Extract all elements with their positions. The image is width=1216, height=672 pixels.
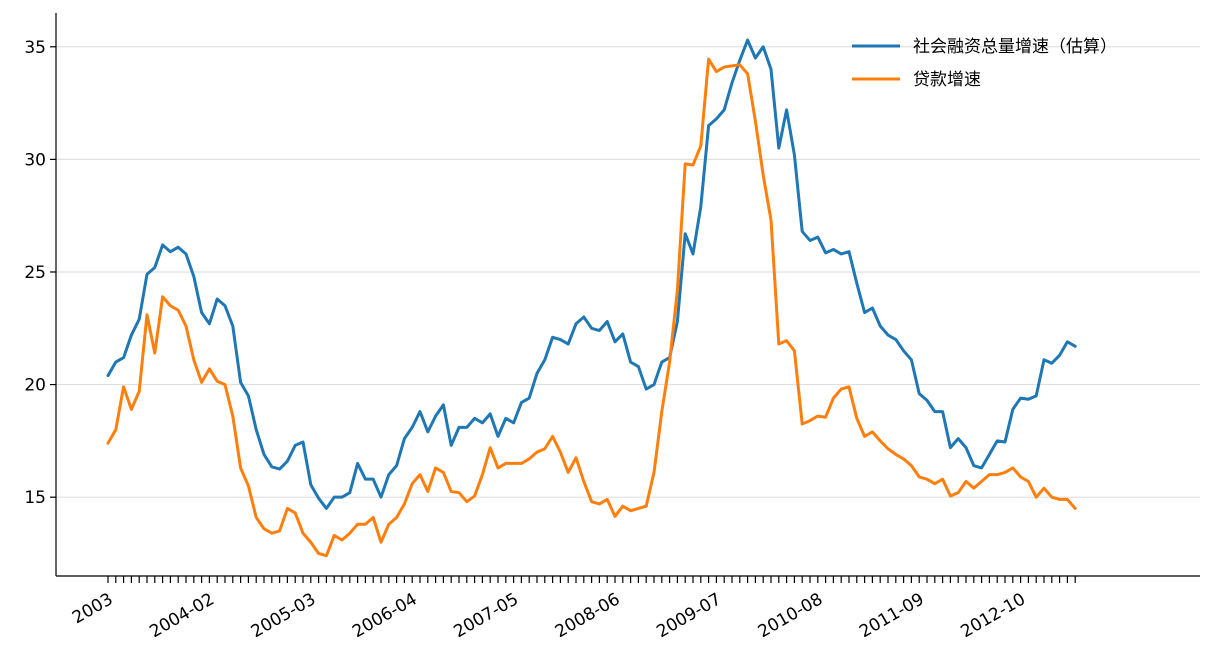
- legend: 社会融资总量增速（估算） 贷款增速: [852, 37, 1117, 90]
- x-ticks: 2003 2004-02 2005-03 2006-04 2007-05 2008-06 2…: [69, 576, 1076, 642]
- series-line-2: [106, 57, 1077, 558]
- y-tick-label: 15: [24, 488, 46, 508]
- series-line-1: [106, 38, 1077, 510]
- x-tick-label: 2006-04: [349, 589, 421, 642]
- x-tick-label: 2010-08: [755, 589, 827, 642]
- x-tick-label: 2009-07: [653, 589, 725, 642]
- y-tick-label: 30: [24, 150, 46, 170]
- y-tick-label: 35: [24, 38, 46, 58]
- x-tick-label: 2005-03: [248, 589, 320, 642]
- legend-label-2: 贷款增速: [913, 70, 981, 90]
- x-tick-label: 2004-02: [146, 589, 218, 642]
- gridlines: [56, 46, 1200, 498]
- x-tick-label: 2012-10: [958, 589, 1030, 642]
- legend-label-1: 社会融资总量增速（估算）: [913, 37, 1117, 57]
- x-tick-label: 2011-09: [856, 589, 928, 642]
- series-lines: [106, 38, 1077, 558]
- x-tick-label: 2008-06: [552, 589, 624, 642]
- y-ticks: 15 20 25 30 35: [24, 38, 56, 508]
- x-tick-label: 2003: [69, 589, 116, 628]
- axes: [55, 13, 1200, 577]
- x-tick-label: 2007-05: [451, 589, 523, 642]
- y-tick-label: 25: [24, 263, 46, 283]
- y-tick-label: 20: [24, 376, 46, 396]
